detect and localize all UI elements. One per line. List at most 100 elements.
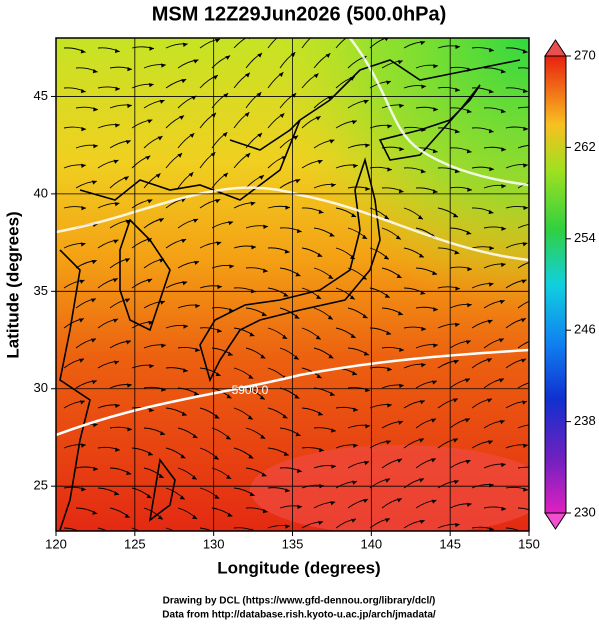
streamline-arrow <box>228 221 234 226</box>
footer-line: Data from http://database.rish.kyoto-u.a… <box>162 610 436 621</box>
x-tick-label: 150 <box>518 536 540 551</box>
streamline-arrow <box>365 424 370 429</box>
streamline-arrow <box>159 99 165 104</box>
streamline-arrow <box>158 218 164 223</box>
streamline-arrow <box>193 218 199 223</box>
streamline-arrow <box>397 458 403 463</box>
streamline <box>505 527 522 531</box>
streamline-arrow <box>523 443 528 448</box>
streamline-arrow <box>293 355 299 360</box>
colorbar-tick-label: 230 <box>574 504 596 519</box>
streamline-arrow <box>260 354 266 359</box>
x-tick-label: 130 <box>203 536 225 551</box>
streamline-arrow <box>257 52 263 58</box>
streamline-arrow <box>79 279 85 284</box>
streamline-arrow <box>126 383 132 388</box>
streamline-arrow <box>295 179 301 184</box>
streamline-arrow <box>147 278 153 283</box>
streamline-arrow <box>313 32 318 37</box>
streamline-arrow <box>81 443 86 448</box>
streamline-arrow <box>245 153 251 158</box>
streamline-arrow <box>466 149 472 154</box>
streamline-arrow <box>500 109 506 114</box>
streamline-arrow <box>90 338 96 343</box>
streamline-arrow <box>399 383 404 389</box>
streamline-arrow <box>501 147 506 152</box>
x-tick-label: 140 <box>360 536 382 551</box>
streamline-arrow <box>315 116 321 121</box>
streamline-arrow <box>92 423 98 428</box>
streamline-arrow <box>91 380 97 385</box>
streamline-arrow <box>535 107 540 111</box>
map-title: MSM 12Z29Jun2026 (500.0hPa) <box>152 3 447 25</box>
streamline-arrow <box>81 163 86 169</box>
colorbar-extend-top <box>544 39 567 57</box>
streamline-arrow <box>147 199 153 204</box>
streamline-arrow <box>352 480 357 485</box>
streamline-arrow <box>127 427 132 432</box>
streamline-arrow <box>179 495 185 500</box>
streamline-arrow <box>455 87 460 93</box>
streamline-arrow <box>431 380 437 385</box>
streamline-arrow <box>498 338 504 343</box>
streamline-arrow <box>535 223 540 227</box>
contour-label: 5900.0 <box>232 383 269 397</box>
streamline-arrow <box>387 124 392 129</box>
streamline-arrow <box>148 83 154 88</box>
coast-hokkaido <box>378 84 481 161</box>
streamline-arrow <box>327 315 333 320</box>
field-fill-south <box>250 445 529 531</box>
x-axis-label: Longitude (degrees) <box>217 558 380 577</box>
streamline-arrow <box>350 333 356 338</box>
streamline-arrow <box>226 394 232 399</box>
streamline-arrow <box>114 491 119 496</box>
streamline-arrow <box>522 242 528 247</box>
streamline-arrow <box>433 107 438 112</box>
streamline-arrow <box>384 38 389 42</box>
streamline-arrow <box>180 454 186 459</box>
streamline-arrow <box>284 249 290 254</box>
streamline-arrow <box>147 119 153 124</box>
streamline-arrow <box>263 224 268 230</box>
streamline-arrow <box>384 518 390 523</box>
streamline-arrow <box>488 209 494 215</box>
streamline-arrow <box>180 198 186 203</box>
streamline-arrow <box>113 239 119 244</box>
streamline-arrow <box>387 367 392 372</box>
streamline-arrow <box>146 535 151 539</box>
streamline-arrow <box>93 466 98 472</box>
streamline-arrow <box>126 470 132 475</box>
streamline-arrow <box>161 343 166 348</box>
streamline <box>335 38 347 49</box>
streamline-arrow <box>365 186 370 192</box>
streamline-arrow <box>147 451 153 456</box>
coastlines <box>59 59 521 531</box>
streamline-arrow <box>191 475 197 480</box>
streamline-arrow <box>125 340 131 345</box>
streamline-arrow <box>453 213 459 218</box>
streamline-arrow <box>420 363 426 368</box>
streamline-arrow <box>317 159 323 165</box>
streamline-arrow <box>189 133 195 138</box>
streamline-arrow <box>330 183 336 188</box>
streamline-arrow <box>80 49 86 54</box>
streamline-arrow <box>489 166 494 172</box>
coast-china <box>59 249 91 531</box>
streamline-arrow <box>420 40 426 46</box>
streamline-arrow <box>294 394 300 399</box>
streamline-arrow <box>225 55 231 60</box>
streamline-arrow <box>454 522 460 528</box>
streamline-arrow <box>157 515 163 520</box>
y-tick-label: 25 <box>34 478 48 493</box>
streamline-arrow <box>248 454 254 459</box>
y-tick-label: 40 <box>34 185 48 200</box>
colorbar-extend-bottom <box>544 512 567 530</box>
streamline-arrow <box>113 534 118 538</box>
streamline-arrow <box>521 358 527 363</box>
streamline-arrow <box>534 260 539 264</box>
x-tick-label: 145 <box>439 536 461 551</box>
streamline-arrow <box>351 518 357 523</box>
streamline-arrow <box>79 358 85 363</box>
streamline-arrow <box>80 88 86 94</box>
streamline-arrow <box>418 478 424 483</box>
